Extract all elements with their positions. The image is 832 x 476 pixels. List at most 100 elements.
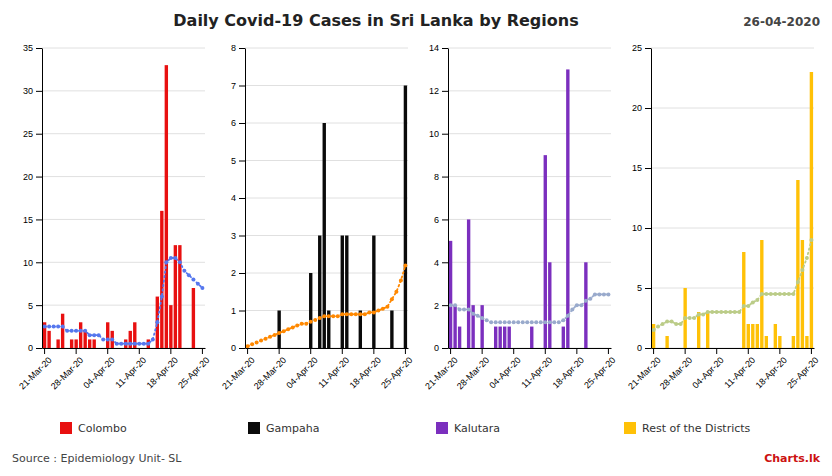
y-axis-line xyxy=(651,49,652,349)
y-tick-mark xyxy=(36,219,42,220)
y-tick-mark xyxy=(645,228,651,229)
marks xyxy=(43,65,205,348)
y-tick-mark xyxy=(442,262,448,263)
x-tick-label: 28-Mar-20 xyxy=(49,355,85,391)
y-tick-mark xyxy=(36,348,42,349)
y-tick-label: 15 xyxy=(23,215,33,225)
x-tick: 04-Apr-20 xyxy=(284,348,319,390)
trend-marker xyxy=(489,320,493,324)
y-tick-label: 12 xyxy=(429,86,439,96)
bar xyxy=(399,348,402,349)
x-tick-label: 25-Apr-20 xyxy=(176,355,211,390)
y-tick-label: 7 xyxy=(231,81,236,91)
y-tick-label: 0 xyxy=(637,343,642,353)
bar xyxy=(449,241,452,348)
x-tick-mark xyxy=(310,348,311,354)
y-tick-label: 10 xyxy=(429,129,439,139)
bar xyxy=(458,327,461,348)
trend-marker xyxy=(742,304,746,308)
trend-marker xyxy=(760,292,764,296)
trend-marker xyxy=(56,325,60,329)
y-axis-line xyxy=(42,49,43,349)
trend-marker xyxy=(155,320,159,324)
y-tick-label: 5 xyxy=(637,283,642,293)
bar xyxy=(363,348,366,349)
y-tick-mark xyxy=(442,134,448,135)
trend-marker xyxy=(534,320,538,324)
trend-line xyxy=(654,240,812,330)
bar xyxy=(97,348,100,349)
y-tick-mark xyxy=(36,134,42,135)
x-tick-label: 25-Apr-20 xyxy=(379,355,414,390)
bar xyxy=(756,324,759,348)
line-series xyxy=(43,256,205,346)
trend-marker xyxy=(539,320,543,324)
bar xyxy=(138,348,141,349)
legend-label: Gampaha xyxy=(266,422,319,435)
bar xyxy=(390,311,393,349)
bar xyxy=(314,348,317,349)
marks xyxy=(449,69,611,348)
trend-marker xyxy=(462,307,466,311)
trend-marker xyxy=(43,325,47,329)
trend-marker xyxy=(809,238,813,242)
bar xyxy=(679,348,682,349)
trend-marker xyxy=(796,280,800,284)
panel: 0246810121421-Mar-2028-Mar-2004-Apr-2011… xyxy=(423,43,617,391)
bar xyxy=(512,348,515,349)
y-tick-mark xyxy=(239,311,245,312)
trend-marker xyxy=(390,297,394,301)
trend-marker xyxy=(349,312,353,316)
trend-marker xyxy=(277,331,281,335)
trend-marker xyxy=(521,320,525,324)
bar xyxy=(805,336,808,348)
y-tick-mark xyxy=(442,305,448,306)
bar xyxy=(336,348,339,349)
bar xyxy=(268,348,271,349)
source-note: Source : Epidemiology Unit- SL xyxy=(12,452,182,465)
bar xyxy=(56,339,59,348)
y-tick: 4 xyxy=(231,193,245,203)
x-tick: 18-Apr-20 xyxy=(551,348,586,390)
trend-marker xyxy=(778,292,782,296)
bar xyxy=(729,348,732,349)
bar-series xyxy=(277,86,407,349)
grid-line xyxy=(245,273,408,274)
trend-marker xyxy=(200,286,204,290)
trend-marker xyxy=(453,303,457,307)
trend-marker xyxy=(340,312,344,316)
bar xyxy=(656,348,659,349)
y-tick-mark xyxy=(36,262,42,263)
trend-marker xyxy=(548,320,552,324)
trend-marker xyxy=(751,300,755,304)
bar xyxy=(738,348,741,349)
trend-marker xyxy=(755,298,759,302)
legend-swatch xyxy=(624,422,636,434)
line-series xyxy=(246,264,408,349)
y-tick-label: 3 xyxy=(231,231,236,241)
grid-line xyxy=(651,348,814,349)
y-tick-label: 8 xyxy=(434,172,439,182)
bar xyxy=(129,331,132,348)
y-tick: 20 xyxy=(632,103,651,113)
bar xyxy=(661,348,664,349)
trend-marker xyxy=(354,312,358,316)
y-axis: 012345678 xyxy=(231,43,246,353)
y-tick-mark xyxy=(239,348,245,349)
trend-marker xyxy=(552,320,556,324)
y-tick-label: 5 xyxy=(231,156,236,166)
trend-marker xyxy=(516,320,520,324)
y-tick: 5 xyxy=(231,156,245,166)
grid-line xyxy=(448,133,611,134)
trend-marker xyxy=(471,312,475,316)
trend-marker xyxy=(652,328,656,332)
x-tick-label: 28-Mar-20 xyxy=(455,355,491,391)
bar xyxy=(52,348,55,349)
trend-marker xyxy=(561,318,565,322)
x-tick: 25-Apr-20 xyxy=(582,348,617,390)
grid-line xyxy=(651,168,814,169)
trend-marker xyxy=(787,292,791,296)
bar xyxy=(377,348,380,349)
bar xyxy=(79,322,82,348)
trend-marker xyxy=(363,312,367,316)
